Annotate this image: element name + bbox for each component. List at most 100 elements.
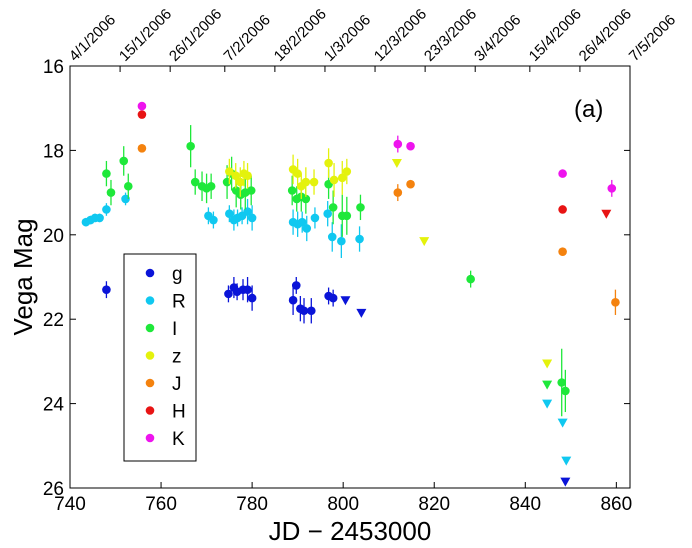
data-point-I [106,188,116,197]
top-date-label: 7/5/2006 [626,12,679,65]
x-tick-labels: 740 760 780 800 820 840 860 [54,494,632,515]
top-date-label: 23/3/2006 [421,6,480,65]
upper-limit-R [561,456,572,466]
data-point-J [611,298,620,307]
data-point-R [355,234,364,244]
data-point-g [247,293,257,303]
data-point-g [288,295,298,305]
data-point-R [102,205,111,214]
y-tick-labels: 16 18 20 22 24 26 [43,57,65,500]
top-date-label: 12/3/2006 [371,6,430,65]
upper-limit-z [419,237,430,247]
legend-marker-z [145,351,155,360]
x-tick-label: 780 [236,494,268,515]
series-H [137,110,612,219]
data-point-J [137,143,147,153]
data-point-I [466,274,475,284]
x-tick-label: 860 [600,494,632,515]
data-point-I [342,211,352,221]
data-point-z [309,177,319,187]
legend-label-I: I [172,319,177,340]
data-point-K [393,139,403,149]
y-tick-label: 16 [43,57,64,78]
top-date-label: 3/4/2006 [471,12,524,65]
data-point-I [186,141,195,151]
y-tick-label: 24 [43,395,65,416]
y-tick-label: 22 [43,310,64,331]
x-axis-title: JD − 2453000 [269,516,432,546]
data-point-z [337,173,347,183]
upper-limit-g [356,308,367,318]
series-K [137,101,617,197]
x-tick-label: 740 [54,494,86,515]
data-point-z [231,171,241,181]
data-point-z [225,167,234,176]
data-point-K [406,141,415,151]
series-z [225,148,553,369]
data-point-I [102,169,111,178]
data-point-I [557,378,567,387]
data-point-K [607,184,617,193]
data-point-z [235,177,245,187]
legend-label-g: g [172,264,183,285]
data-point-z [329,175,339,185]
data-point-R [337,236,346,246]
data-point-I [119,156,129,166]
series-R [81,192,572,466]
data-point-g [328,293,338,303]
legend-label-H: H [172,402,186,423]
data-point-K [558,169,567,178]
upper-limit-g [560,477,571,487]
upper-limit-I [542,380,553,390]
data-point-g [102,285,111,294]
data-point-R [327,232,337,242]
data-point-J [406,179,415,189]
legend-marker-J [145,378,155,388]
upper-limit-z [391,159,402,169]
data-point-I [123,181,133,191]
data-point-g [243,285,252,294]
data-point-I [206,181,216,191]
x-tick-label: 840 [509,494,541,515]
x-tick-label: 820 [418,494,450,515]
legend-label-J: J [172,374,182,395]
legend-box [123,253,197,462]
data-point-R [310,213,320,223]
data-point-z [324,158,333,168]
data-point-H [137,110,147,119]
data-point-K [137,101,147,111]
data-point-R [95,213,104,223]
data-point-I [222,177,232,187]
upper-limit-H [601,209,612,219]
legend-label-K: K [172,429,185,450]
data-point-R [302,224,312,233]
y-tick-label: 20 [43,226,64,247]
y-tick-label: 18 [43,141,64,162]
legend-marker-H [145,406,155,415]
series-g [102,277,571,487]
x-tick-label: 800 [327,494,359,515]
top-date-label: 26/1/2006 [166,6,225,65]
legend-marker-R [145,296,155,305]
panel-label: (a) [574,96,603,123]
data-point-z [293,169,302,178]
y-axis-title: Vega Mag [8,218,38,335]
series-J [137,143,620,315]
data-point-z [342,167,352,176]
upper-limit-z [542,359,553,369]
data-point-J [393,188,403,197]
data-point-g [291,281,301,290]
upper-limit-g [340,296,351,306]
data-point-z [243,171,252,181]
data-point-R [323,209,332,218]
data-point-I [287,186,297,195]
y-tick-label: 26 [43,479,64,500]
data-point-I [246,186,256,195]
legend-marker-I [145,323,155,333]
data-series [81,101,620,487]
top-date-label: 1/3/2006 [321,12,374,65]
data-point-I [561,386,570,396]
data-point-I [356,203,365,212]
